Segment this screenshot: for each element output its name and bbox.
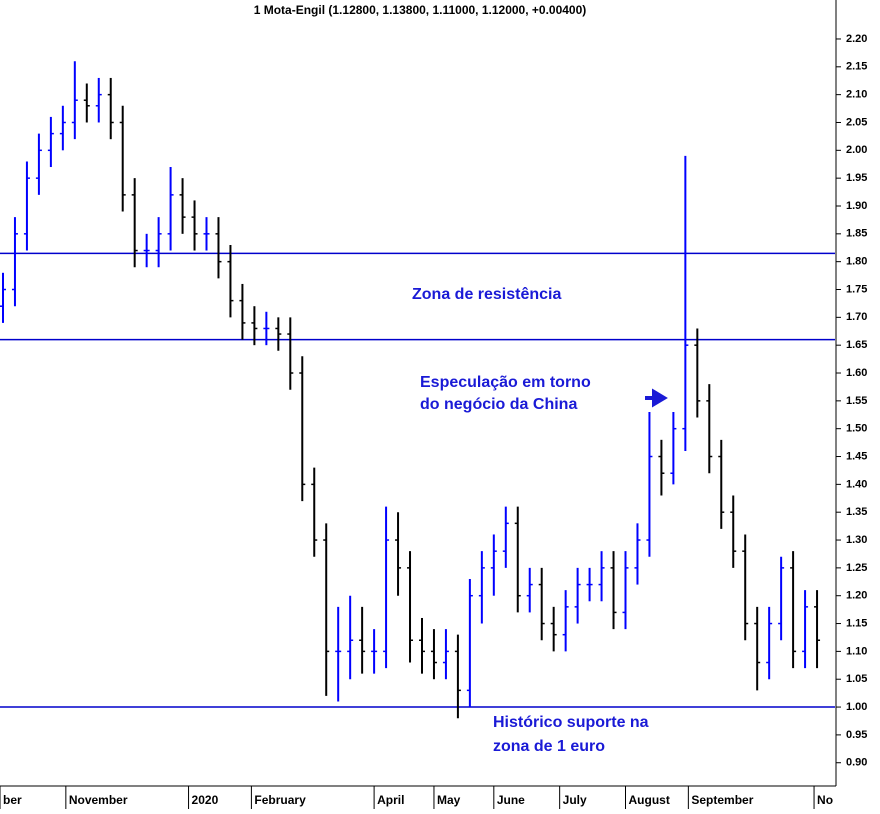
y-tick-label: 1.85: [846, 228, 867, 240]
y-tick-label: 1.90: [846, 200, 867, 212]
y-tick-label: 1.95: [846, 172, 867, 184]
y-tick-label: 1.75: [846, 283, 867, 295]
x-tick-label: February: [254, 793, 306, 807]
y-tick-label: 2.10: [846, 89, 867, 101]
y-tick-label: 2.00: [846, 144, 867, 156]
y-tick-label: 2.05: [846, 116, 867, 128]
annotation: do negócio da China: [420, 396, 577, 413]
y-tick-label: 0.95: [846, 729, 867, 741]
x-tick-label: August: [629, 793, 670, 807]
x-tick-label: July: [563, 793, 587, 807]
y-tick-label: 1.10: [846, 645, 867, 657]
y-tick-label: 1.00: [846, 701, 867, 713]
x-tick-label: ber: [3, 793, 22, 807]
x-tick-label: May: [437, 793, 461, 807]
y-tick-label: 0.90: [846, 757, 867, 769]
y-tick-label: 1.20: [846, 590, 867, 602]
y-tick-label: 1.50: [846, 423, 867, 435]
chart-title: 1 Mota-Engil (1.12800, 1.13800, 1.11000,…: [254, 3, 587, 17]
annotation: Zona de resistência: [412, 286, 561, 303]
y-tick-label: 2.15: [846, 61, 867, 73]
y-tick-label: 2.20: [846, 33, 867, 45]
x-tick-label: 2020: [192, 793, 219, 807]
y-tick-label: 1.25: [846, 562, 867, 574]
y-tick-label: 1.80: [846, 256, 867, 268]
y-tick-label: 1.45: [846, 450, 867, 462]
x-tick-label: November: [69, 793, 128, 807]
arrow: [645, 388, 668, 408]
x-tick-label: September: [691, 793, 753, 807]
y-tick-label: 1.60: [846, 367, 867, 379]
annotation: Especulação em torno: [420, 374, 591, 391]
y-tick-label: 1.40: [846, 478, 867, 490]
x-tick-label: June: [497, 793, 525, 807]
y-tick-label: 1.05: [846, 673, 867, 685]
y-tick-label: 1.70: [846, 311, 867, 323]
y-tick-label: 1.35: [846, 506, 867, 518]
x-tick-label: No: [817, 793, 833, 807]
y-tick-label: 1.65: [846, 339, 867, 351]
x-tick-label: April: [377, 793, 404, 807]
annotation: zona de 1 euro: [493, 738, 605, 755]
y-tick-label: 1.15: [846, 617, 867, 629]
y-tick-label: 1.30: [846, 534, 867, 546]
y-tick-label: 1.55: [846, 395, 867, 407]
annotation: Histórico suporte na: [493, 714, 649, 731]
